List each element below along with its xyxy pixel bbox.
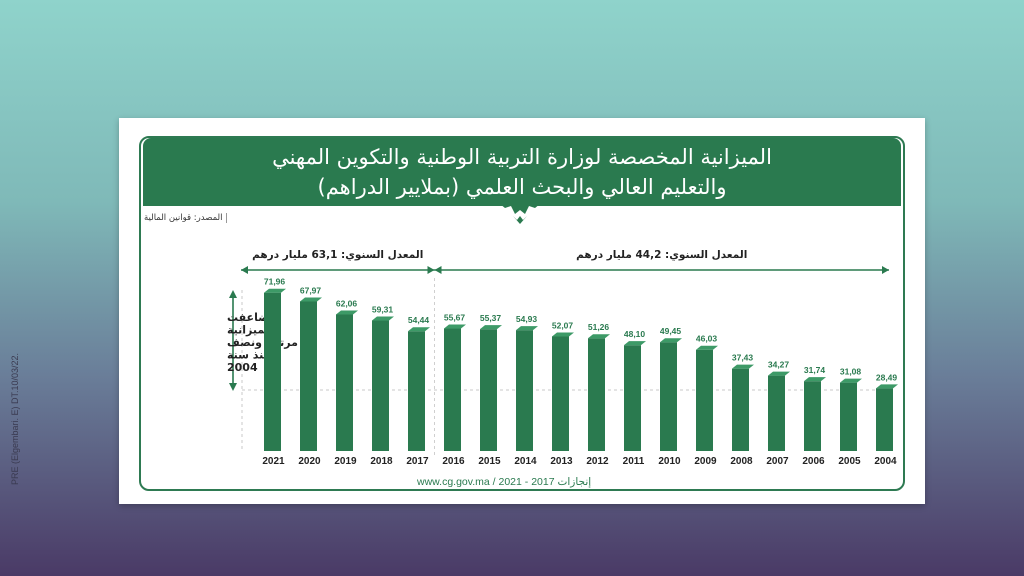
bar-2008	[732, 368, 749, 451]
ornament-icon	[495, 200, 545, 224]
value-label-2014: 54,93	[516, 314, 538, 324]
bar-2014	[516, 330, 533, 451]
side-caption: PRE (Elgembari. E) DT.10/03/22.	[10, 352, 20, 485]
value-label-2021: 71,96	[264, 277, 286, 287]
bar-2004	[876, 388, 893, 451]
bar-2012	[588, 338, 605, 451]
value-label-2009: 46,03	[696, 334, 718, 344]
year-label-2008: 2008	[730, 456, 753, 467]
value-label-2011: 48,10	[624, 329, 646, 339]
title-banner: الميزانية المخصصة لوزارة التربية الوطنية…	[143, 138, 901, 206]
bar-top-2008	[732, 364, 754, 369]
year-label-2014: 2014	[514, 456, 537, 467]
card-frame	[139, 136, 905, 491]
value-label-2008: 37,43	[732, 353, 754, 363]
growth-note-line: منذ سنة	[227, 349, 270, 362]
bar-2007	[768, 375, 785, 451]
bar-2019	[336, 314, 353, 451]
title-line-1: الميزانية المخصصة لوزارة التربية الوطنية…	[272, 145, 772, 169]
bar-2006	[804, 381, 821, 451]
bar-top-2018	[372, 316, 394, 321]
bar-top-2009	[696, 345, 718, 350]
infographic-card: الميزانية المخصصة لوزارة التربية الوطنية…	[119, 118, 925, 504]
value-label-2015: 55,37	[480, 313, 502, 323]
bar-top-2017	[408, 327, 430, 332]
year-label-2010: 2010	[658, 456, 681, 467]
bar-top-2005	[840, 378, 862, 383]
bar-2021	[264, 292, 281, 451]
growth-note-line: مرتين ونصف	[227, 336, 298, 349]
growth-note-line: 2004	[227, 361, 258, 374]
growth-note-line: تضاعفت	[227, 311, 273, 324]
avg-arrow-recent-head-right	[427, 266, 435, 274]
year-label-2005: 2005	[838, 456, 861, 467]
year-label-2016: 2016	[442, 456, 465, 467]
avg-arrow-older-head-right	[882, 266, 889, 274]
bar-top-2007	[768, 371, 790, 376]
growth-note-line: الميزانية	[227, 324, 273, 337]
bar-top-2021	[264, 288, 286, 293]
budget-bar-chart: المعدل السنوي: 63,1 مليار درهم المعدل الس…	[227, 249, 898, 467]
growth-arrow-head-top	[229, 290, 237, 298]
avg-label-older: المعدل السنوي: 44,2 مليار درهم	[576, 249, 747, 261]
bar-top-2019	[336, 310, 358, 315]
growth-arrow-head-bottom	[229, 383, 237, 391]
bar-2005	[840, 382, 857, 451]
value-label-2006: 31,74	[804, 365, 826, 375]
bar-top-2013	[552, 332, 574, 337]
year-label-2015: 2015	[478, 456, 501, 467]
year-label-2013: 2013	[550, 456, 573, 467]
bar-2017	[408, 331, 425, 451]
avg-arrow-older-head-left	[434, 266, 442, 274]
avg-label-recent: المعدل السنوي: 63,1 مليار درهم	[252, 249, 423, 261]
bar-2016	[444, 328, 461, 451]
value-label-2018: 59,31	[372, 305, 394, 315]
bar-2010	[660, 342, 677, 451]
year-label-2007: 2007	[766, 456, 789, 467]
footer-url: www.cg.gov.ma / 2021 - 2017 إنجازات	[409, 476, 600, 488]
bar-top-2020	[300, 297, 322, 302]
value-label-2013: 52,07	[552, 320, 574, 330]
value-label-2016: 55,67	[444, 313, 466, 323]
value-label-2019: 62,06	[336, 298, 358, 308]
bar-2013	[552, 336, 569, 451]
year-label-2011: 2011	[623, 456, 645, 467]
bar-top-2010	[660, 338, 682, 343]
value-label-2010: 49,45	[660, 326, 682, 336]
source-note: المصدر: قوانين المالية	[144, 213, 228, 223]
bar-top-2004	[876, 384, 898, 389]
bar-top-2012	[588, 334, 610, 339]
value-label-2012: 51,26	[588, 322, 610, 332]
year-label-2019: 2019	[334, 456, 357, 467]
bar-2011	[624, 345, 641, 451]
value-label-2017: 54,44	[408, 315, 430, 325]
year-label-2018: 2018	[370, 456, 393, 467]
bar-2015	[480, 329, 497, 451]
bar-2020	[300, 301, 317, 451]
year-label-2009: 2009	[694, 456, 717, 467]
year-label-2012: 2012	[586, 456, 609, 467]
title-line-2: والتعليم العالي والبحث العلمي (بملايير ا…	[317, 175, 727, 199]
bar-top-2014	[516, 326, 538, 331]
value-label-2020: 67,97	[300, 285, 322, 295]
bar-top-2016	[444, 324, 466, 329]
year-label-2020: 2020	[298, 456, 321, 467]
year-label-2017: 2017	[406, 456, 429, 467]
bar-2009	[696, 349, 713, 451]
bar-2018	[372, 320, 389, 451]
value-label-2007: 34,27	[768, 360, 790, 370]
year-label-2006: 2006	[802, 456, 825, 467]
value-label-2005: 31,08	[840, 367, 862, 377]
year-label-2004: 2004	[874, 456, 897, 467]
bar-top-2006	[804, 377, 826, 382]
bar-top-2015	[480, 325, 502, 330]
bar-top-2011	[624, 341, 646, 346]
avg-arrow-recent-head-left	[241, 266, 248, 274]
year-label-2021: 2021	[262, 456, 285, 467]
value-label-2004: 28,49	[876, 372, 898, 382]
